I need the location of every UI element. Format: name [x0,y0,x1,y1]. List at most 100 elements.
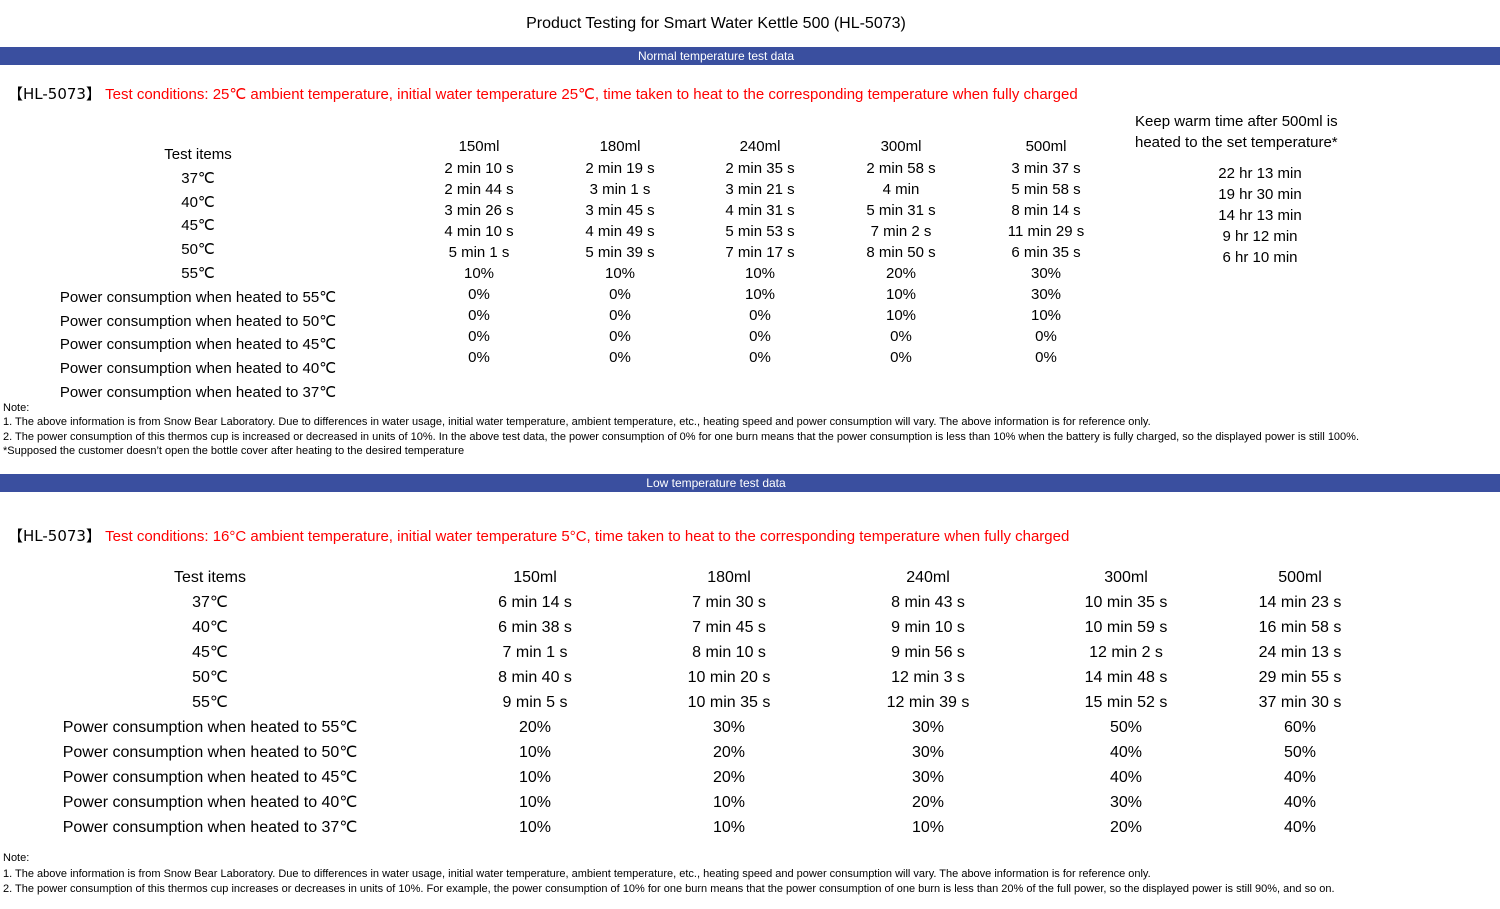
table-cell: 10% [518,794,552,811]
row-label: Test items [164,146,232,163]
column-values: 6 min 14 s 6 min 38 s 7 min 1 s 8 min 40 s 9… [450,590,620,840]
note-line: 1. The above information is from Snow Be… [3,416,1151,429]
table-cell: 8 min 14 s [1011,202,1081,219]
table-cell: 10 min 35 s [1084,594,1168,611]
low-table-column-300ml: 300ml 10 min 35 s 10 min 59 s 12 min 2 s 14… [1041,565,1211,840]
table-cell: 40% [1283,819,1317,836]
table-cell: 37 min 30 s [1258,694,1342,711]
column-values: 2 min 19 s 3 min 1 s 3 min 45 s 4 min 49 s 5… [550,158,690,368]
column-header: 500ml [1025,138,1067,155]
low-table-column-500ml: 500ml 14 min 23 s 16 min 58 s 24 min 13 s 2… [1215,565,1385,840]
table-cell: 29 min 55 s [1258,669,1342,686]
row-label: 37℃ [181,169,215,187]
table-cell: 0% [609,328,631,345]
table-cell: 10% [911,819,945,836]
table-cell: 8 min 43 s [891,594,965,611]
table-cell: 2 min 44 s [444,181,514,198]
table-cell: 0% [749,328,771,345]
table-cell: 3 min 37 s [1011,160,1081,177]
table-cell: 10% [744,286,776,303]
table-cell: 10% [518,744,552,761]
table-cell: 0% [468,349,490,366]
note-line: 1. The above information is from Snow Be… [3,867,1151,880]
keep-warm-values: 22 hr 13 min 19 hr 30 min 14 hr 13 min 9 hr… [1135,163,1385,268]
keep-warm-column: Keep warm time after 500ml is heated to … [1135,111,1385,268]
table-cell: 0% [749,349,771,366]
table-cell: 0% [890,328,912,345]
column-header: 300ml [880,138,922,155]
table-cell: 7 min 17 s [725,244,795,261]
column-header: 150ml [458,138,500,155]
row-label: 45℃ [181,217,215,235]
table-cell: 24 min 13 s [1258,644,1342,661]
row-label: Power consumption when heated to 40℃ [62,794,358,811]
column-values: 2 min 35 s 3 min 21 s 4 min 31 s 5 min 53 s… [690,158,830,368]
table-cell: 10 min 20 s [687,669,771,686]
column-header: 150ml [513,569,557,586]
low-table-column-150ml: 150ml 6 min 14 s 6 min 38 s 7 min 1 s 8 min… [450,565,620,840]
table-cell: 5 min 31 s [866,202,936,219]
column-header: 240ml [906,569,950,586]
table-cell: 9 min 56 s [891,644,965,661]
normal-table-row-labels: Test items 37℃ 40℃ 45℃ 50℃ 55℃ Power consumpti… [0,143,396,405]
row-label: Power consumption when heated to 50℃ [59,312,337,330]
table-cell: 50% [1283,744,1317,761]
row-label: Power consumption when heated to 55℃ [59,288,337,306]
normal-table-column-500ml: 500ml 3 min 37 s 5 min 58 s 8 min 14 s 11 m… [976,136,1116,368]
column-values: 14 min 23 s 16 min 58 s 24 min 13 s 29 min … [1215,590,1385,840]
table-cell: 0% [749,307,771,324]
table-cell: 30% [1109,794,1143,811]
table-cell: 16 min 58 s [1258,619,1342,636]
table-cell: 15 min 52 s [1084,694,1168,711]
note-line: *Supposed the customer doesn’t open the … [3,445,465,458]
table-cell: 40% [1283,794,1317,811]
keep-warm-value: 6 hr 10 min [1222,249,1298,266]
row-label: Test items [173,569,246,586]
table-cell: 40% [1283,769,1317,786]
column-header: 500ml [1278,569,1322,586]
row-label: Power consumption when heated to 45℃ [62,769,358,786]
table-cell: 11 min 29 s [1007,223,1085,240]
table-cell: 10% [604,265,636,282]
table-cell: 14 min 48 s [1084,669,1168,686]
row-label: 55℃ [181,264,215,282]
column-values: 7 min 30 s 7 min 45 s 8 min 10 s 10 min 20 … [644,590,814,840]
table-cell: 3 min 26 s [444,202,514,219]
table-cell: 0% [468,286,490,303]
row-label: 45℃ [192,644,228,661]
table-cell: 50% [1109,719,1143,736]
keep-warm-value: 14 hr 13 min [1218,207,1302,224]
row-label: 50℃ [192,669,228,686]
table-cell: 10% [885,307,917,324]
table-cell: 8 min 50 s [866,244,936,261]
column-header: 180ml [707,569,751,586]
normal-conditions-line: 【HL-5073】 Test conditions: 25℃ ambient t… [8,83,1078,104]
table-cell: 10% [518,769,552,786]
table-cell: 0% [609,349,631,366]
row-label: Power consumption when heated to 37℃ [59,383,337,401]
table-cell: 3 min 21 s [725,181,795,198]
column-header: 300ml [1104,569,1148,586]
row-label: 55℃ [192,694,228,711]
row-label: 40℃ [192,619,228,636]
table-cell: 10% [463,265,495,282]
row-label: 50℃ [181,241,215,259]
table-cell: 0% [1035,328,1057,345]
table-cell: 2 min 10 s [444,160,514,177]
table-cell: 20% [911,794,945,811]
table-cell: 10 min 59 s [1084,619,1168,636]
table-cell: 30% [712,719,746,736]
normal-section-notes: Note: 1. The above information is from Sn… [3,401,1359,459]
table-cell: 30% [911,719,945,736]
normal-table-column-180ml: 180ml 2 min 19 s 3 min 1 s 3 min 45 s 4 min… [550,136,690,368]
column-values: 3 min 37 s 5 min 58 s 8 min 14 s 11 min 29 … [976,158,1116,368]
table-cell: 10% [744,265,776,282]
table-cell: 30% [911,744,945,761]
column-header: 240ml [739,138,781,155]
table-cell: 10% [1030,307,1062,324]
column-values: 2 min 10 s 2 min 44 s 3 min 26 s 4 min 10 s… [409,158,549,368]
normal-conditions-text: Test conditions: 25℃ ambient temperature… [105,86,1078,103]
table-cell: 10% [518,819,552,836]
table-cell: 9 min 5 s [502,694,568,711]
table-cell: 14 min 23 s [1258,594,1342,611]
